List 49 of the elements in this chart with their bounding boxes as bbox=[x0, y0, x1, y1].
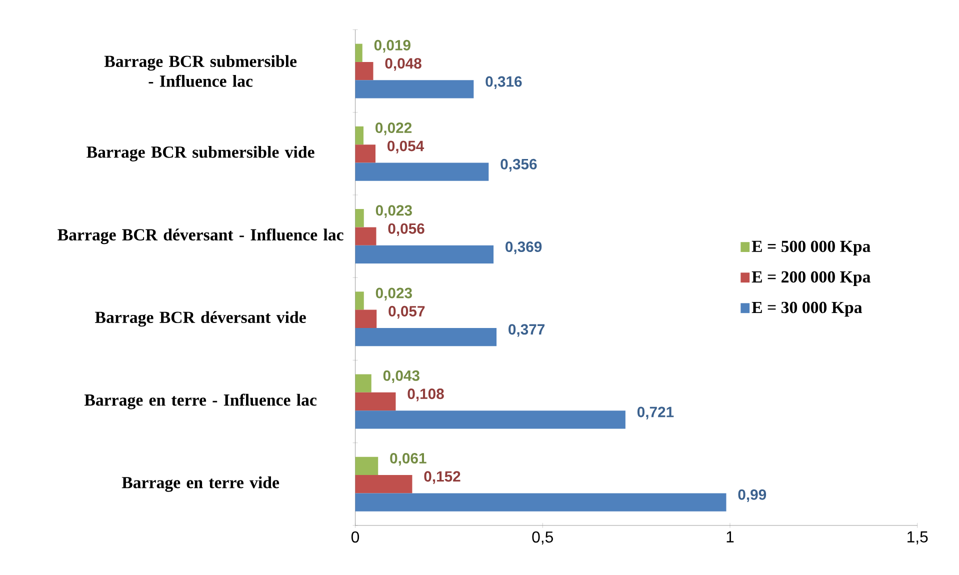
x-tick-label: 1,5 bbox=[908, 531, 928, 544]
data-label: 0,356 bbox=[500, 158, 537, 172]
data-label: 0,108 bbox=[408, 388, 444, 402]
bar bbox=[355, 456, 378, 476]
bar bbox=[355, 410, 626, 429]
bar bbox=[355, 144, 376, 163]
bar bbox=[355, 62, 374, 80]
x-tick-label: 1 bbox=[726, 531, 734, 542]
bar bbox=[355, 227, 376, 246]
bar bbox=[355, 374, 372, 392]
legend-label: E = 500 000 Kpa bbox=[752, 240, 870, 256]
data-label: 0,061 bbox=[390, 452, 426, 466]
x-tick-label: 0,5 bbox=[532, 531, 553, 544]
bar bbox=[355, 392, 396, 411]
data-label: 0,048 bbox=[385, 58, 422, 71]
y-tick-label: Barrage BCR submersible vide bbox=[86, 146, 314, 162]
data-label: 0,043 bbox=[383, 370, 420, 384]
bar bbox=[355, 162, 489, 181]
data-label: 0,022 bbox=[376, 122, 412, 136]
bar bbox=[355, 245, 494, 264]
data-label: 0,023 bbox=[376, 205, 412, 218]
bar bbox=[355, 493, 726, 512]
data-label: 0,377 bbox=[508, 324, 545, 337]
bar bbox=[355, 475, 412, 494]
data-label: 0,019 bbox=[374, 40, 410, 53]
bar bbox=[355, 310, 377, 328]
y-tick-label: Barrage BCR déversant - Influence lac bbox=[58, 228, 344, 244]
bar bbox=[355, 209, 364, 228]
data-label: 0,316 bbox=[486, 76, 522, 89]
data-label: 0,023 bbox=[376, 288, 412, 300]
y-tick-label: Barrage en terre vide bbox=[122, 476, 280, 492]
data-label: 0,057 bbox=[388, 306, 425, 319]
data-label: 0,056 bbox=[388, 223, 424, 236]
legend-label: E = 30 000 Kpa bbox=[752, 302, 862, 317]
bar bbox=[355, 126, 364, 145]
data-label: 0,152 bbox=[424, 471, 460, 484]
legend-label: E = 200 000 Kpa bbox=[752, 271, 870, 286]
bar bbox=[355, 80, 474, 98]
bar bbox=[355, 328, 497, 346]
data-label: 0,721 bbox=[637, 406, 674, 420]
data-label: 0,054 bbox=[388, 140, 424, 154]
y-tick-label: Barrage BCR déversant vide bbox=[95, 311, 306, 327]
x-tick-label: 0 bbox=[351, 531, 360, 543]
bar bbox=[355, 44, 362, 62]
y-tick-label: Barrage BCR submersible - Influence lac bbox=[104, 55, 297, 87]
data-label: 0,99 bbox=[738, 489, 766, 502]
y-tick-label: Barrage en terre - Influence lac bbox=[84, 394, 317, 410]
bar bbox=[355, 292, 364, 310]
data-label: 0,369 bbox=[506, 241, 542, 254]
